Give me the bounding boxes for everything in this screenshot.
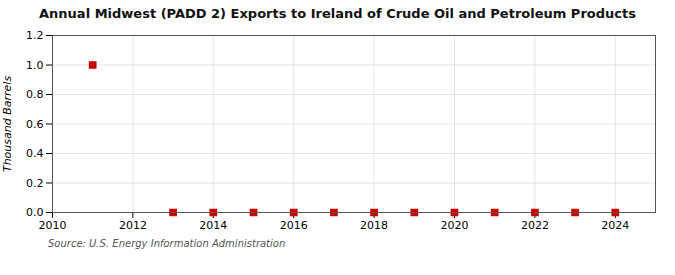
svg-text:2020: 2020 [441,219,469,232]
svg-text:2014: 2014 [199,219,227,232]
svg-text:2022: 2022 [521,219,549,232]
svg-text:2016: 2016 [280,219,308,232]
html-text:Source: U.S. Energy Informatio: Source: U.S. Energy Information Administ… [48,238,286,249]
svg-text:2018: 2018 [360,219,388,232]
svg-text:0.0: 0.0 [26,206,44,219]
svg-text:1.0: 1.0 [26,59,44,72]
html-text:Annual Midwest (PADD 2) Export: Annual Midwest (PADD 2) Exports to Irela… [39,6,636,21]
svg-text:2012: 2012 [119,219,147,232]
svg-text:0.4: 0.4 [26,147,44,160]
svg-text:0.2: 0.2 [26,177,44,190]
svg-text:1.2: 1.2 [26,29,44,42]
svg-text:2010: 2010 [39,219,67,232]
svg-text:2024: 2024 [601,219,629,232]
svg-text:0.6: 0.6 [26,118,44,131]
svg-text:0.8: 0.8 [26,88,44,101]
svg-text:Thousand Barrels: Thousand Barrels [1,76,14,172]
